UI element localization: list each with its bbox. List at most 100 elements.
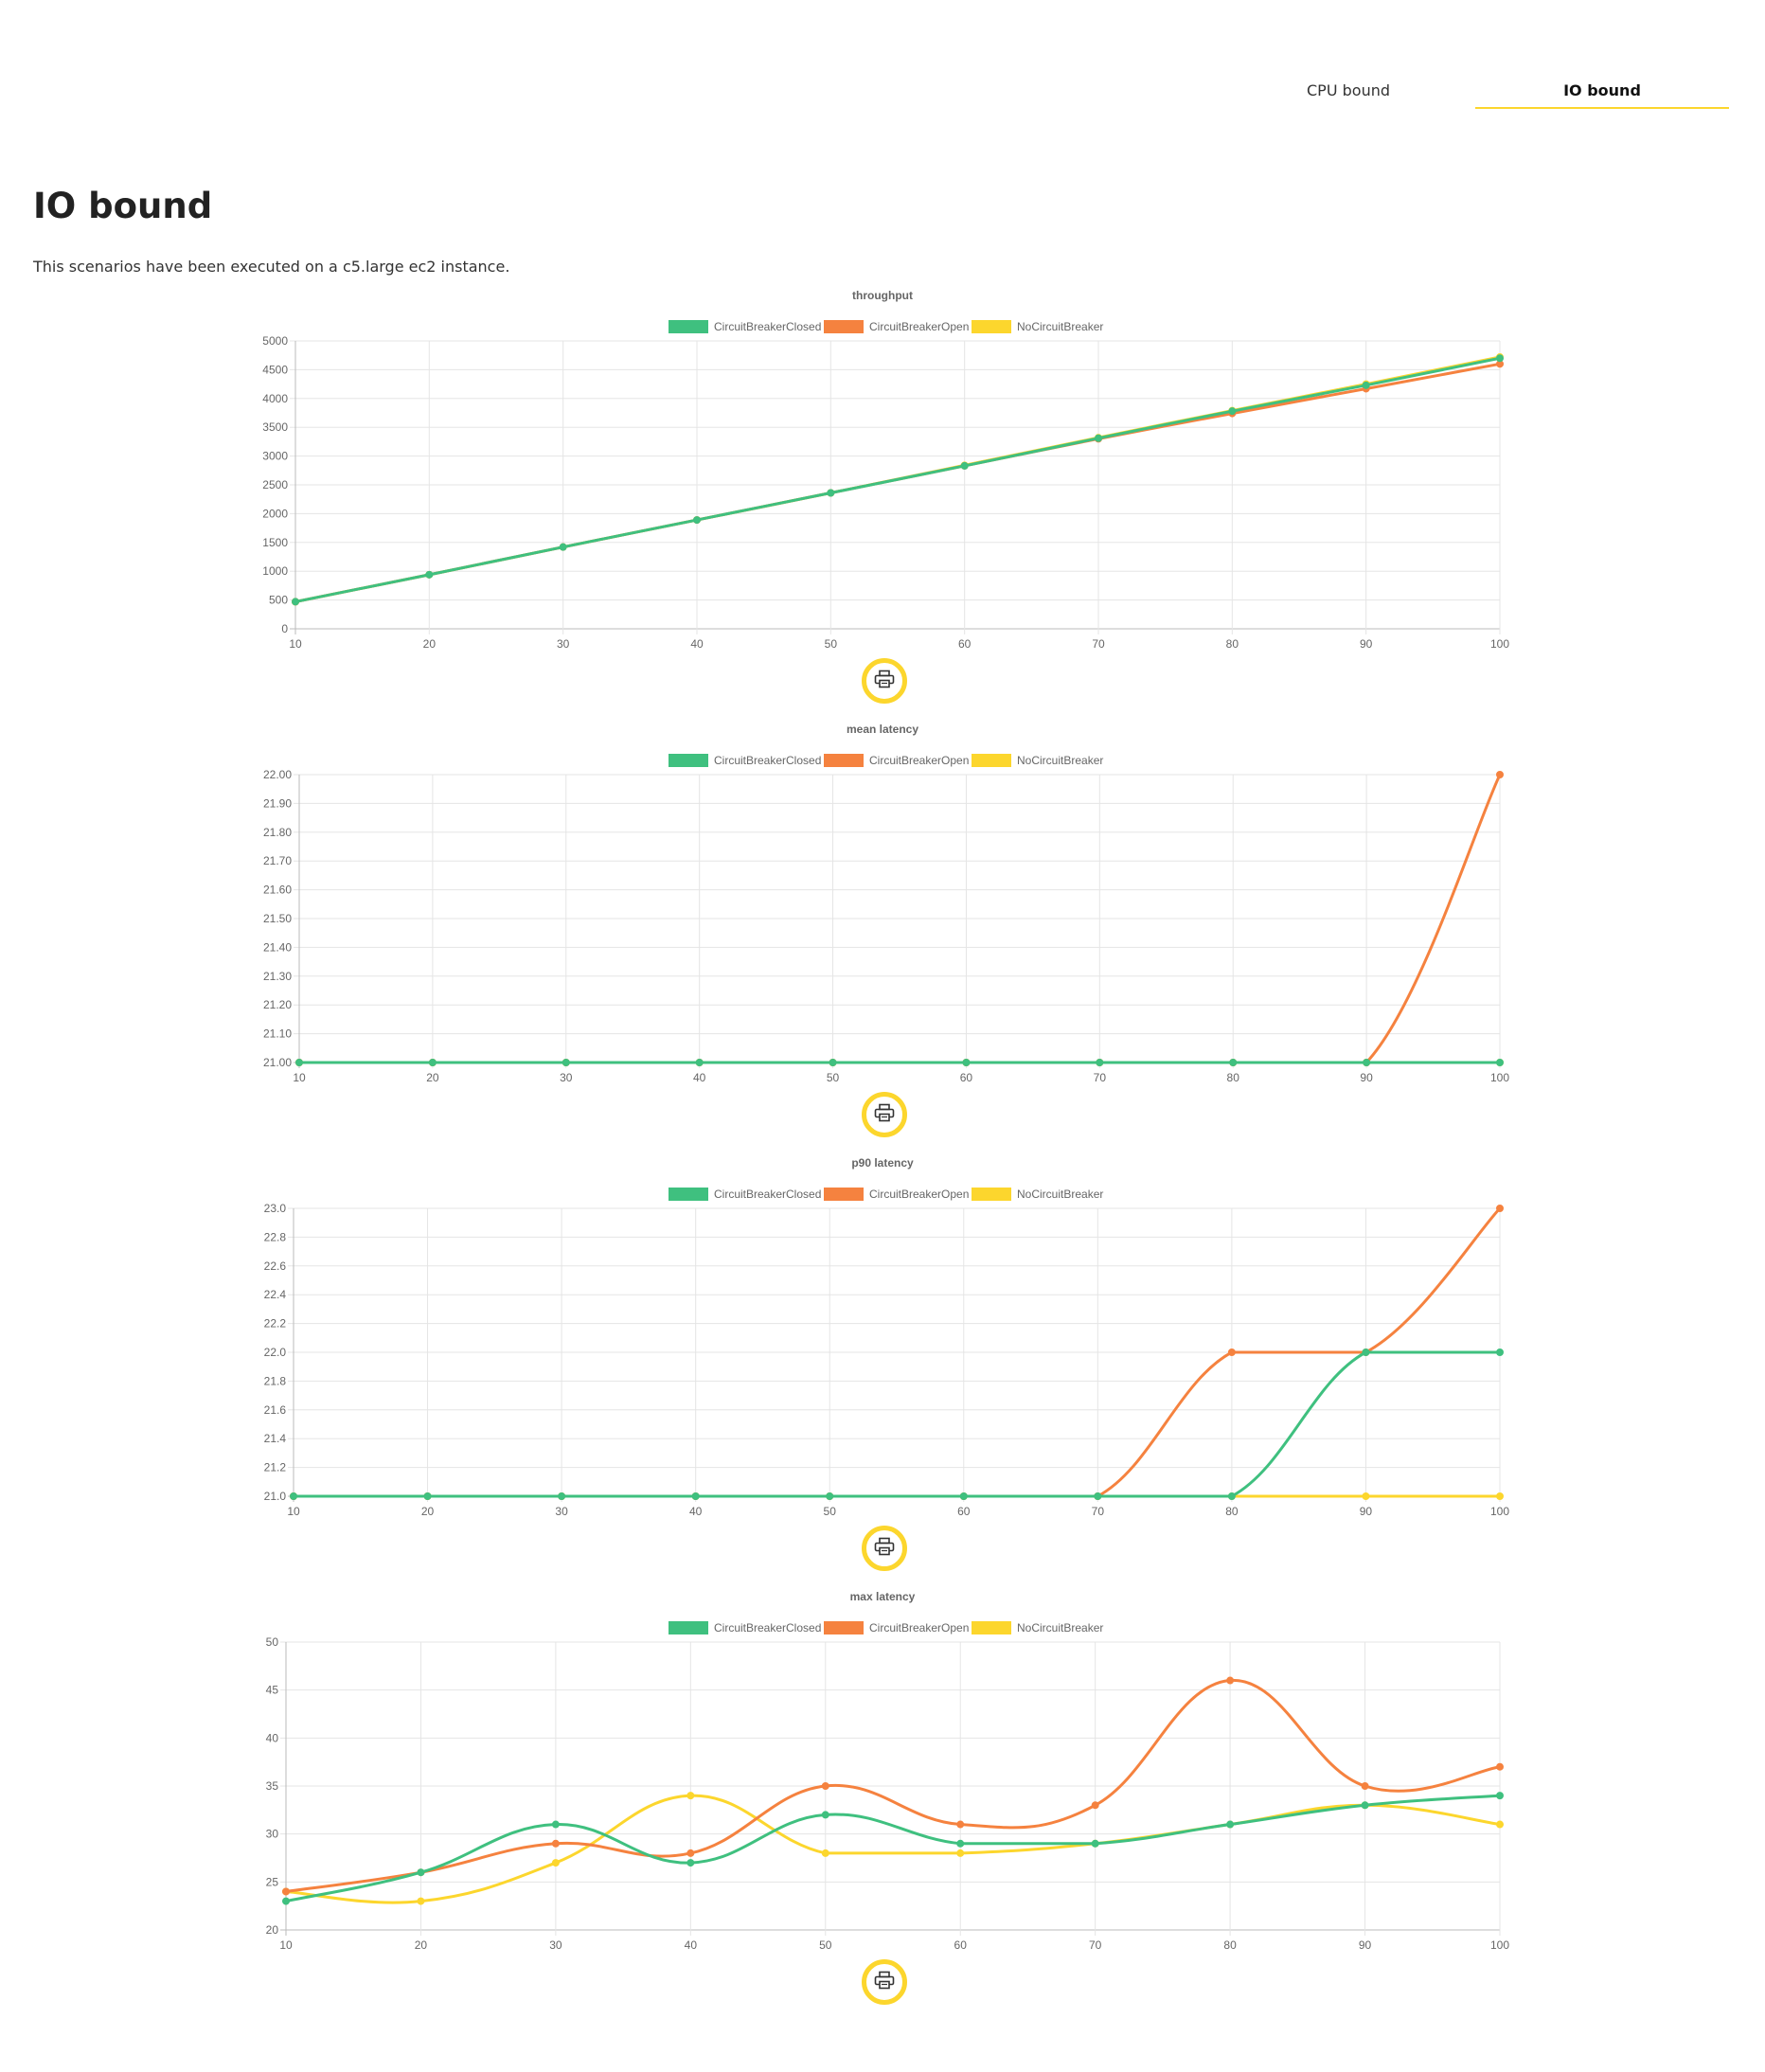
data-point[interactable] (1095, 434, 1102, 442)
legend-item[interactable]: NoCircuitBreaker (972, 1188, 1103, 1201)
data-point[interactable] (1496, 1205, 1504, 1212)
x-tick-label: 90 (1359, 1938, 1372, 1952)
data-point[interactable] (686, 1849, 695, 1857)
data-point[interactable] (959, 1492, 968, 1500)
data-point[interactable] (962, 1059, 971, 1066)
data-point[interactable] (1229, 1059, 1238, 1066)
data-point[interactable] (1091, 1801, 1099, 1810)
data-point[interactable] (693, 516, 701, 525)
x-tick-label: 70 (1089, 1938, 1102, 1952)
data-point[interactable] (1361, 1801, 1369, 1810)
data-point[interactable] (686, 1859, 695, 1867)
data-point[interactable] (1227, 1492, 1236, 1500)
data-point[interactable] (956, 1849, 965, 1857)
data-point[interactable] (1496, 1820, 1504, 1829)
data-point[interactable] (428, 1059, 437, 1066)
legend-item[interactable]: NoCircuitBreaker (972, 1621, 1103, 1634)
y-tick-label: 3000 (262, 450, 288, 463)
scenario-tabs: CPU bound IO bound (1221, 81, 1729, 110)
data-point[interactable] (829, 1059, 837, 1066)
data-point[interactable] (417, 1897, 425, 1905)
y-tick-label: 21.10 (263, 1027, 292, 1041)
data-point[interactable] (1361, 1782, 1369, 1790)
data-point[interactable] (423, 1492, 432, 1500)
data-point[interactable] (295, 1059, 303, 1066)
y-tick-label: 5000 (262, 334, 288, 348)
data-point[interactable] (1096, 1059, 1104, 1066)
data-point[interactable] (956, 1839, 965, 1848)
data-point[interactable] (1227, 1349, 1236, 1356)
x-tick-label: 100 (1490, 1505, 1509, 1518)
data-point[interactable] (1226, 1676, 1235, 1685)
y-tick-label: 22.2 (264, 1317, 287, 1331)
print-chart-button[interactable] (862, 658, 907, 704)
data-point[interactable] (1496, 1059, 1504, 1066)
data-point[interactable] (821, 1782, 829, 1790)
data-point[interactable] (559, 543, 567, 551)
data-point[interactable] (417, 1868, 425, 1877)
data-point[interactable] (282, 1887, 290, 1896)
y-tick-label: 22.4 (264, 1288, 287, 1301)
print-chart-button[interactable] (862, 1526, 907, 1571)
data-point[interactable] (1226, 1820, 1235, 1829)
legend-item[interactable]: CircuitBreakerOpen (824, 1621, 969, 1634)
x-tick-label: 10 (279, 1938, 293, 1952)
legend-swatch (824, 754, 864, 767)
chart-0: throughput CircuitBreakerClosed CircuitBre… (0, 284, 1765, 710)
data-point[interactable] (551, 1859, 560, 1867)
legend-item[interactable]: CircuitBreakerClosed (669, 1621, 821, 1634)
y-tick-label: 4500 (262, 363, 288, 376)
print-chart-button[interactable] (862, 1092, 907, 1137)
legend-item[interactable]: CircuitBreakerOpen (824, 1188, 969, 1201)
data-point[interactable] (1362, 1349, 1370, 1356)
print-chart-button[interactable] (862, 1959, 907, 2005)
data-point[interactable] (551, 1839, 560, 1848)
data-point[interactable] (1091, 1839, 1099, 1848)
data-point[interactable] (691, 1492, 700, 1500)
legend-item[interactable]: CircuitBreakerClosed (669, 1188, 821, 1201)
data-point[interactable] (551, 1820, 560, 1829)
data-point[interactable] (425, 570, 434, 579)
y-tick-label: 45 (266, 1684, 279, 1697)
legend-item[interactable]: NoCircuitBreaker (972, 754, 1103, 767)
data-point[interactable] (562, 1059, 570, 1066)
tab-cpu-bound[interactable]: CPU bound (1307, 81, 1390, 99)
data-point[interactable] (558, 1492, 566, 1500)
legend-item[interactable]: CircuitBreakerClosed (669, 320, 821, 333)
data-point[interactable] (826, 1492, 834, 1500)
data-point[interactable] (1496, 354, 1504, 363)
data-point[interactable] (956, 1820, 965, 1829)
legend-item[interactable]: CircuitBreakerClosed (669, 754, 821, 767)
data-point[interactable] (827, 489, 835, 497)
data-point[interactable] (960, 461, 969, 470)
x-tick-label: 40 (689, 1505, 703, 1518)
data-point[interactable] (1496, 1492, 1504, 1500)
data-point[interactable] (821, 1849, 829, 1857)
data-point[interactable] (1496, 1762, 1504, 1771)
y-tick-label: 50 (266, 1635, 279, 1649)
x-tick-label: 50 (827, 1071, 840, 1084)
y-tick-label: 21.30 (263, 970, 292, 983)
data-point[interactable] (292, 598, 299, 606)
data-point[interactable] (686, 1792, 695, 1800)
data-point[interactable] (1362, 381, 1370, 389)
legend-item[interactable]: CircuitBreakerOpen (824, 754, 969, 767)
data-point[interactable] (290, 1492, 297, 1500)
data-point[interactable] (821, 1811, 829, 1819)
data-point[interactable] (1496, 1792, 1504, 1800)
data-point[interactable] (1496, 1349, 1504, 1356)
legend-swatch (669, 320, 708, 333)
data-point[interactable] (282, 1897, 290, 1905)
page-description: This scenarios have been executed on a c… (33, 258, 510, 276)
data-point[interactable] (1362, 1492, 1370, 1500)
data-point[interactable] (1228, 407, 1237, 416)
data-point[interactable] (695, 1059, 704, 1066)
legend-swatch (669, 754, 708, 767)
printer-icon (874, 1971, 895, 1993)
tab-io-bound[interactable]: IO bound (1475, 81, 1729, 109)
data-point[interactable] (1094, 1492, 1102, 1500)
legend-item[interactable]: NoCircuitBreaker (972, 320, 1103, 333)
data-point[interactable] (1496, 771, 1504, 778)
legend-item[interactable]: CircuitBreakerOpen (824, 320, 969, 333)
data-point[interactable] (1363, 1059, 1371, 1066)
